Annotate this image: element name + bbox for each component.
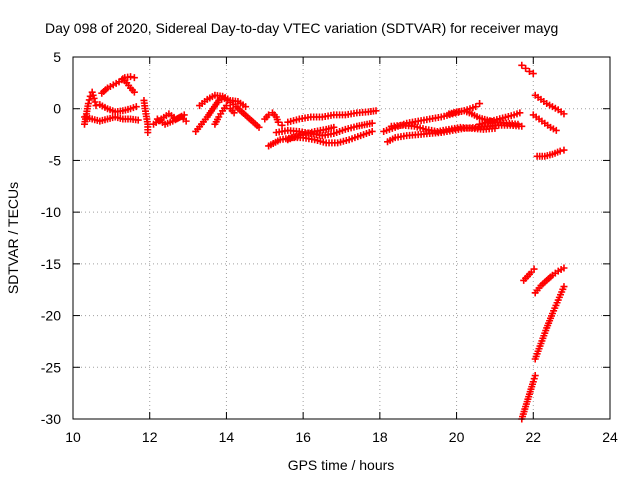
plot-frame (72, 56, 611, 420)
data-point (531, 372, 539, 380)
series-arc-27 (531, 264, 568, 297)
series-arc-3 (119, 75, 138, 96)
series-arc-6 (140, 96, 152, 137)
x-tick-label: 12 (142, 429, 158, 445)
data-point (518, 61, 526, 69)
series-arc-23 (531, 91, 568, 118)
series-arc-20 (445, 107, 522, 128)
tick-layer: 10 12 14 16 18 20 22 24 5 0 -5 -10 -15 -20 -25 -30 (41, 49, 618, 445)
data-point (518, 122, 526, 130)
data-point (560, 110, 568, 118)
data-point (144, 129, 152, 137)
x-axis-label: GPS time / hours (288, 457, 395, 473)
data-point (552, 126, 560, 134)
data-point (92, 102, 100, 110)
grid-layer (73, 57, 610, 419)
data-point (230, 109, 238, 117)
data-point (180, 111, 188, 119)
series-arc-8 (153, 113, 190, 128)
data-point (491, 124, 499, 132)
y-tick-label: -15 (41, 256, 61, 272)
y-tick-label: -25 (41, 359, 61, 375)
data-point (372, 107, 380, 115)
data-point (278, 121, 286, 129)
x-tick-label: 16 (295, 429, 311, 445)
data-point (132, 103, 140, 111)
x-tick-label: 22 (525, 429, 541, 445)
data-point (472, 103, 480, 111)
data-point (182, 117, 190, 125)
data-point (368, 127, 376, 135)
x-tick-label: 10 (65, 429, 81, 445)
series-arc-16 (284, 123, 338, 144)
data-point (330, 123, 338, 131)
data-point (525, 67, 533, 75)
data-point (90, 94, 98, 102)
y-tick-label: -10 (41, 204, 61, 220)
series-arc-11 (211, 102, 238, 128)
data-point (560, 283, 568, 291)
data-points-layer (81, 61, 568, 423)
chart-title: Day 098 of 2020, Sidereal Day-to-day VTE… (45, 20, 558, 36)
data-point (222, 102, 230, 110)
data-point (368, 119, 376, 127)
data-point (556, 147, 564, 155)
y-axis-label: SDTVAR / TECUs (5, 182, 21, 294)
y-tick-label: 5 (53, 49, 61, 65)
data-point (127, 73, 135, 81)
data-point (514, 120, 522, 128)
series-arc-4 (81, 113, 142, 125)
data-point (91, 98, 99, 106)
data-point (476, 100, 484, 108)
y-tick-label: -5 (49, 152, 62, 168)
series-arc-18 (387, 121, 499, 135)
data-point (242, 103, 250, 111)
data-point (255, 123, 263, 131)
data-point (529, 70, 537, 78)
series-arc-5 (96, 101, 140, 116)
series-arc-22 (518, 61, 537, 78)
series-arc-29 (518, 372, 539, 423)
data-point (130, 74, 138, 82)
data-point (85, 96, 93, 104)
x-tick-label: 14 (219, 429, 235, 445)
series-arc-14 (261, 109, 286, 129)
data-point (130, 88, 138, 96)
x-tick-label: 18 (372, 429, 388, 445)
x-tick-label: 24 (602, 429, 618, 445)
series-arc-26 (520, 265, 538, 284)
x-tick-label: 20 (449, 429, 465, 445)
series-arc-24 (529, 111, 560, 134)
data-point (274, 118, 282, 126)
series-arc-25 (533, 146, 568, 160)
data-point (530, 265, 538, 273)
data-point (516, 109, 524, 117)
series-arc-2 (98, 73, 138, 97)
series-arc-10 (196, 91, 250, 111)
series-arc-21 (476, 109, 524, 128)
data-point (522, 64, 530, 72)
data-point (560, 264, 568, 272)
data-point (134, 116, 142, 124)
series-arc-28 (531, 283, 568, 363)
data-point (84, 100, 92, 108)
y-tick-label: -20 (41, 308, 61, 324)
y-tick-label: 0 (53, 101, 61, 117)
data-point (560, 146, 568, 154)
series-arc-15 (284, 107, 380, 126)
y-tick-label: -30 (41, 411, 61, 427)
